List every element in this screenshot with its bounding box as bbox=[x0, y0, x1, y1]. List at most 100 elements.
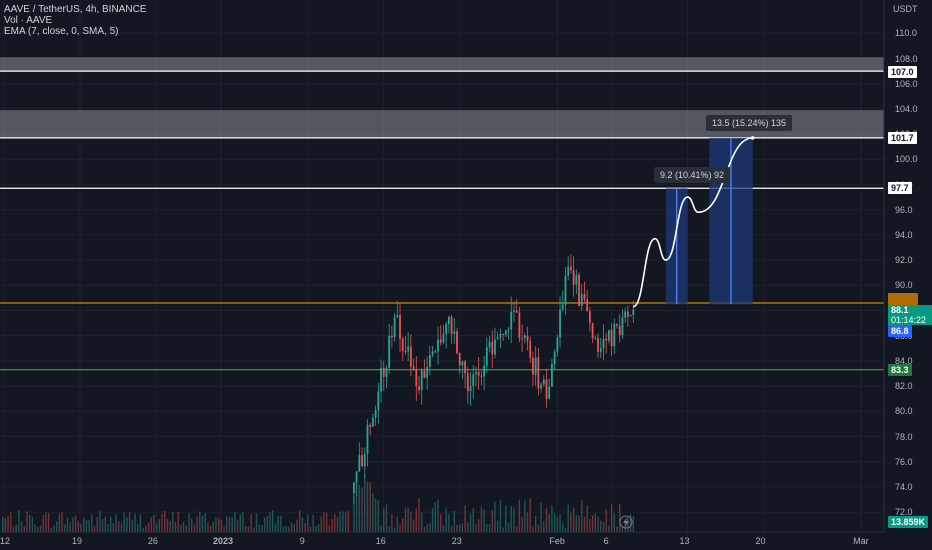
candle-body bbox=[393, 316, 396, 338]
candle-body bbox=[591, 323, 594, 339]
time-tick: Feb bbox=[549, 536, 565, 546]
volume-indicator-label[interactable]: Vol · AAVE bbox=[4, 15, 53, 26]
candle-body bbox=[445, 324, 448, 334]
candle-body bbox=[616, 324, 618, 326]
candle-body bbox=[382, 367, 385, 377]
volume-bar bbox=[242, 511, 244, 532]
volume-bar bbox=[142, 527, 144, 532]
candle-body bbox=[380, 367, 382, 392]
volume-bar bbox=[393, 527, 396, 532]
volume-bar bbox=[199, 511, 201, 532]
volume-bar bbox=[191, 518, 193, 532]
volume-bar bbox=[342, 511, 344, 532]
volume-bar bbox=[204, 513, 206, 532]
volume-bar bbox=[616, 526, 618, 532]
volume-bar bbox=[366, 481, 369, 532]
candle-body bbox=[542, 379, 545, 385]
candlesticks bbox=[353, 254, 635, 504]
volume-bar bbox=[488, 524, 491, 532]
volume-bar bbox=[445, 508, 447, 532]
volume-bar bbox=[621, 526, 624, 532]
volume-bar bbox=[323, 512, 325, 532]
candle-body bbox=[610, 330, 613, 347]
volume-bar bbox=[529, 498, 531, 532]
candle-body bbox=[363, 453, 366, 467]
volume-bar bbox=[266, 516, 268, 532]
volume-bar bbox=[69, 522, 71, 532]
price-tick: 74.0 bbox=[895, 481, 913, 492]
time-tick: 26 bbox=[147, 536, 158, 546]
volume-bar bbox=[510, 506, 512, 532]
volume-bar bbox=[288, 526, 290, 532]
candle-body bbox=[483, 365, 486, 377]
volume-bar bbox=[212, 521, 214, 532]
volume-bar bbox=[299, 510, 301, 532]
candle-body bbox=[390, 335, 393, 338]
candle-body bbox=[431, 351, 434, 356]
volume-bar bbox=[431, 508, 434, 532]
candle-body bbox=[377, 391, 380, 411]
volume-bar bbox=[632, 515, 634, 532]
candle-body bbox=[458, 353, 461, 366]
candle-body bbox=[529, 341, 532, 358]
price-tag-83-3: 83.3 bbox=[888, 364, 912, 376]
volume-bar bbox=[315, 525, 317, 532]
volume-bar bbox=[361, 487, 363, 532]
candle-body bbox=[442, 333, 445, 343]
symbol-title[interactable]: AAVE / TetherUS, 4h, BINANCE bbox=[4, 4, 147, 15]
volume-bar bbox=[93, 525, 96, 532]
volume-bar bbox=[123, 512, 125, 532]
candle-body bbox=[510, 311, 513, 330]
volume-bar bbox=[296, 519, 298, 532]
volume-bar bbox=[169, 520, 171, 532]
volume-bar bbox=[610, 504, 613, 532]
candle-body bbox=[353, 482, 355, 494]
volume-bar bbox=[461, 523, 464, 532]
price-tick: 90.0 bbox=[895, 280, 913, 291]
chart-legend: AAVE / TetherUS, 4h, BINANCE Vol · AAVE … bbox=[4, 4, 146, 37]
candle-body bbox=[466, 373, 469, 392]
candle-body bbox=[407, 346, 410, 352]
ema-indicator-label[interactable]: EMA (7, close, 0, SMA, 5) bbox=[4, 26, 119, 37]
volume-bar bbox=[255, 513, 258, 532]
candle-body bbox=[423, 370, 426, 378]
candle-body bbox=[572, 270, 575, 285]
volume-bar bbox=[166, 518, 169, 532]
volume-bar bbox=[253, 527, 255, 532]
volume-bar bbox=[115, 514, 117, 532]
volume-bar bbox=[553, 513, 556, 532]
volume-bar bbox=[532, 527, 534, 532]
volume-bar bbox=[50, 527, 52, 532]
volume-bar bbox=[608, 525, 610, 532]
candle-body bbox=[526, 335, 529, 342]
time-tick: 6 bbox=[603, 536, 609, 546]
candle-body bbox=[537, 357, 540, 389]
candle-body bbox=[475, 371, 477, 375]
volume-bar bbox=[185, 525, 187, 532]
volume-bar bbox=[564, 527, 567, 532]
volume-bar bbox=[188, 513, 190, 532]
measure-label-2: 13.5 (15.24%) 135 bbox=[706, 115, 793, 131]
candle-body bbox=[567, 266, 570, 276]
volume-bar bbox=[193, 524, 196, 532]
candle-body bbox=[570, 266, 572, 271]
time-tick: Mar bbox=[853, 536, 869, 546]
volume-bar bbox=[464, 505, 466, 532]
volume-bar bbox=[507, 523, 510, 532]
volume-bar bbox=[56, 521, 58, 532]
lightning-icon[interactable] bbox=[619, 515, 633, 529]
candle-body bbox=[540, 384, 542, 389]
volume-bar bbox=[448, 514, 450, 532]
candle-body bbox=[575, 274, 578, 285]
candle-body bbox=[469, 386, 472, 392]
price-tag-97-7: 97.7 bbox=[888, 182, 912, 194]
volume-bar bbox=[320, 516, 322, 532]
candle-body bbox=[428, 355, 431, 367]
volume-bar bbox=[575, 514, 578, 532]
volume-bar bbox=[47, 512, 50, 532]
currency-label: USDT bbox=[893, 4, 918, 14]
volume-bar bbox=[317, 524, 320, 532]
candle-body bbox=[532, 357, 534, 375]
resistance-zones bbox=[0, 57, 884, 138]
